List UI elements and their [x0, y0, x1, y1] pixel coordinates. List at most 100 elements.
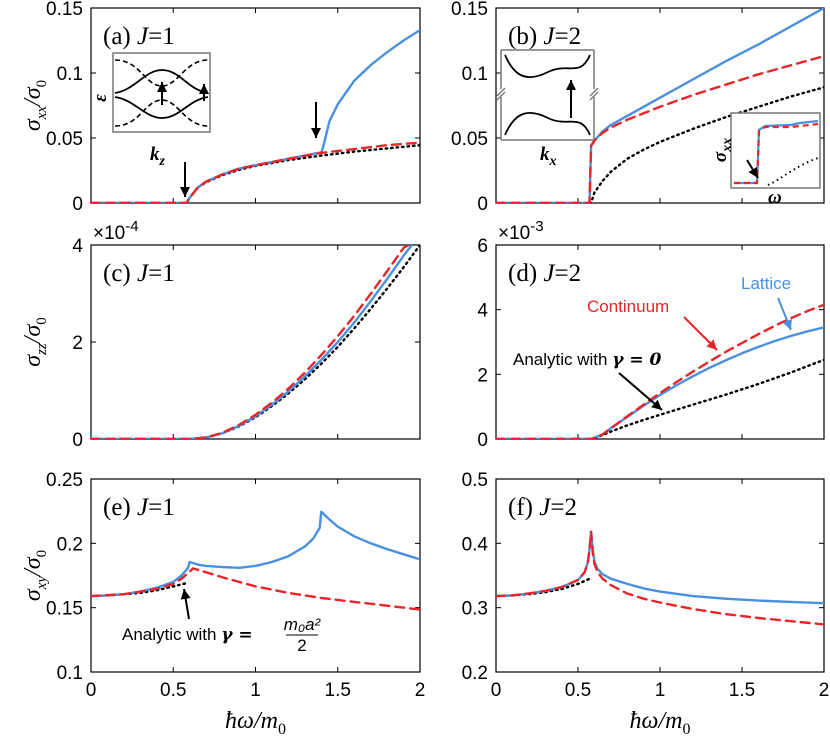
- panel-f: 0 0.5 1 1.5 2 0.2 0.3 0.4 0.5 (f) J=2 ħω/m0: [462, 470, 830, 738]
- series-group: [91, 510, 420, 611]
- panel-d: 0 2 4 6 ×10-3 (d) J=2: [477, 218, 825, 451]
- x-tick-label: 1.5: [325, 680, 351, 701]
- y-tick-label: 0.1: [57, 663, 83, 684]
- y-tick-label: 0: [72, 430, 83, 451]
- panel-e: 0 0.5 1 1.5 2 0.1 0.15 0.2 0.25 (e) J=1 σxy/σ0 ħω/m…: [20, 470, 425, 738]
- inset-a-xlabel: kz: [150, 144, 166, 169]
- y-axis-label: σxx/σ0: [20, 80, 50, 131]
- y-tick-label: 0: [477, 194, 488, 215]
- legend-analytic-label: Analytic with γ = 0: [513, 350, 662, 370]
- series-lattice: [91, 510, 420, 598]
- y-tick-label: 0: [72, 194, 83, 215]
- transition-arrow-edge: [199, 84, 209, 101]
- annotation-analytic-gamma: Analytic with γ =: [122, 625, 253, 645]
- panel-b: 0 0.05 0.1 0.15 (b) J=2: [451, 0, 825, 215]
- y-tick-label: 0.1: [462, 64, 488, 85]
- y-tick-label: 0.2: [57, 534, 83, 555]
- arrow-onset-a: [180, 162, 190, 197]
- y-tick-label: 0.3: [462, 599, 488, 620]
- x-tick-label: 1: [655, 680, 666, 701]
- y-tick-label: 4: [477, 301, 488, 322]
- band-dashed-lower: [114, 99, 209, 127]
- series-analytic: [496, 358, 824, 439]
- gamma-denominator: 2: [297, 636, 306, 655]
- transition-arrow: [566, 80, 576, 118]
- series-continuum: [91, 567, 420, 611]
- panel-label: (e) J=1: [103, 494, 175, 521]
- band-lower: [504, 112, 591, 136]
- series-continuum: [91, 141, 420, 203]
- x-tick-label: 1.5: [729, 680, 755, 701]
- series-continuum: [496, 54, 824, 203]
- series-group: [91, 28, 420, 203]
- x-tick-label: 0.5: [565, 680, 591, 701]
- y-tick-label: 0.15: [46, 599, 83, 620]
- band-solid-upper: [114, 69, 209, 94]
- y-tick-label: 0.15: [46, 0, 83, 20]
- plot-layer: 0 0.05 0.1 0.15 (a) J=1 σxx/σ0 0 0.05 0.1 0.15 (b)…: [20, 0, 829, 738]
- y-tick-label: 4: [72, 236, 83, 257]
- gamma-numerator: m₀a²: [284, 615, 322, 634]
- y-axis-label: σxy/σ0: [20, 550, 50, 601]
- y-tick-label: 2: [477, 365, 488, 386]
- x-tick-label: 0.5: [160, 680, 186, 701]
- inset-a-bands: kz ε: [90, 52, 211, 169]
- y-tick-label: 2: [72, 333, 83, 354]
- legend-lattice-label: Lattice: [741, 274, 791, 293]
- band-dashed-upper: [114, 59, 209, 87]
- band-upper: [504, 54, 591, 78]
- series-group: [496, 530, 824, 626]
- series-lattice: [496, 326, 824, 439]
- legend-lattice-arrow: [777, 297, 792, 331]
- y-tick-label: 0.05: [451, 129, 488, 150]
- series-analytic: [91, 143, 420, 203]
- x-tick-label: 2: [819, 680, 830, 701]
- inset-zoom-xlabel: ω: [768, 187, 782, 208]
- inset-a-ylabel: ε: [90, 94, 111, 102]
- y-tick-label: 0.4: [462, 534, 489, 555]
- y-tick-label: 0.05: [46, 129, 83, 150]
- series-group: [496, 8, 824, 203]
- y-tick-label: 6: [477, 236, 488, 257]
- arrow-kink-a: [311, 102, 321, 138]
- panel-label: (b) J=2: [508, 23, 581, 50]
- panel-label: (d) J=2: [508, 260, 581, 287]
- scale-factor: ×10-3: [498, 218, 544, 244]
- inset-zoom-ylabel: σxx: [710, 138, 735, 162]
- series-continuum: [496, 530, 824, 626]
- series-group: [91, 245, 420, 439]
- series-group: [496, 303, 824, 439]
- series-continuum: [91, 245, 410, 439]
- transition-arrow-center: [157, 82, 167, 105]
- y-tick-label: 0: [477, 430, 488, 451]
- legend-continuum-label: Continuum: [587, 297, 669, 316]
- x-tick-label: 2: [415, 680, 426, 701]
- series-analytic: [496, 86, 824, 203]
- annotation-e-arrow: [180, 588, 191, 620]
- x-tick-label: 0: [491, 680, 502, 701]
- annotation-layer: kz ε kx σxx ω Lattice Continuum Analytic with γ…: [90, 49, 821, 655]
- series-continuum: [496, 303, 824, 439]
- y-tick-label: 0.2: [462, 663, 488, 684]
- y-axis-label: σzz/σ0: [20, 317, 50, 367]
- panel-a: 0 0.05 0.1 0.15 (a) J=1 σxx/σ0: [20, 0, 421, 215]
- inset-b-zoom: σxx ω: [710, 112, 821, 208]
- panel-label: (a) J=1: [103, 23, 175, 50]
- x-axis-label: ħω/m0: [225, 708, 286, 738]
- x-tick-label: 0: [86, 680, 97, 701]
- band-solid-lower: [114, 96, 209, 119]
- y-tick-label: 0.25: [46, 470, 83, 491]
- y-tick-label: 0.5: [462, 470, 488, 491]
- inset-b-xlabel: kx: [540, 144, 557, 169]
- panel-label: (c) J=1: [103, 260, 175, 287]
- x-axis-label: ħω/m0: [630, 708, 691, 738]
- legend-analytic-arrow: [618, 372, 663, 411]
- x-tick-label: 1: [250, 680, 261, 701]
- y-tick-label: 0.15: [451, 0, 488, 20]
- panel-label: (f) J=2: [508, 494, 577, 521]
- inset-b-bands: kx: [496, 49, 599, 169]
- legend-continuum-arrow: [683, 316, 718, 351]
- scale-factor: ×10-4: [93, 218, 139, 244]
- y-tick-label: 0.1: [57, 64, 83, 85]
